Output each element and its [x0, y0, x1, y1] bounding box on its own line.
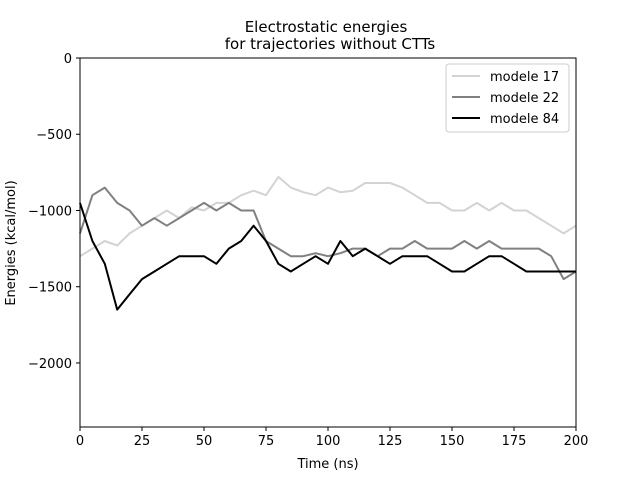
legend-box — [445, 63, 570, 133]
y-tick-label: −1500 — [28, 281, 72, 296]
x-tick-label: 25 — [134, 434, 151, 449]
chart-title-line1: Electrostatic energies — [245, 18, 408, 36]
y-tick-label: −2000 — [28, 357, 72, 372]
x-tick-label: 125 — [378, 434, 403, 449]
series-line-modele-17 — [79, 175, 577, 258]
x-tick-label: 75 — [258, 434, 275, 449]
legend-label: modele 17 — [490, 70, 559, 85]
series-line-modele-84 — [79, 202, 576, 311]
x-axis: 0 25 50 75 100 125 150 175 200 — [76, 427, 589, 449]
x-tick-label: 150 — [440, 434, 465, 449]
x-axis-label: Time (ns) — [296, 457, 358, 472]
y-axis: 0 −500 −1000 −1500 −2000 — [28, 52, 80, 372]
x-tick-label: 100 — [316, 434, 341, 449]
y-tick-label: −1000 — [28, 204, 72, 219]
legend: modele 17 modele 22 modele 84 — [445, 63, 570, 133]
legend-label: modele 84 — [490, 112, 559, 127]
x-tick-label: 175 — [502, 434, 527, 449]
series-line-modele-22 — [79, 186, 577, 281]
y-tick-label: 0 — [64, 52, 72, 67]
chart-title-line2: for trajectories without CTTs — [225, 35, 436, 53]
x-tick-label: 50 — [196, 434, 213, 449]
legend-label: modele 22 — [490, 91, 559, 106]
x-tick-label: 200 — [564, 434, 589, 449]
series-layer — [79, 175, 577, 311]
y-axis-label: Energies (kcal/mol) — [4, 180, 19, 305]
y-tick-label: −500 — [36, 128, 72, 143]
x-tick-label: 0 — [76, 434, 84, 449]
